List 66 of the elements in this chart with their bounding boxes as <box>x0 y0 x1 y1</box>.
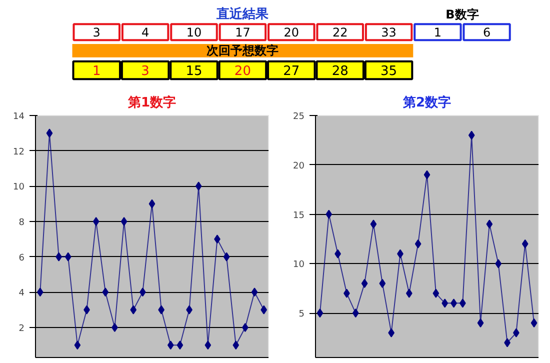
point <box>223 252 230 262</box>
point <box>64 252 72 262</box>
point <box>167 340 174 350</box>
y-tick-label: 2 <box>18 324 25 334</box>
point <box>522 239 528 248</box>
point <box>36 288 44 297</box>
text: 20 <box>234 64 251 80</box>
point <box>195 182 202 191</box>
point <box>260 305 268 314</box>
point <box>432 288 440 298</box>
point <box>361 278 368 288</box>
text: B数字 <box>446 7 479 22</box>
text: 次回予想数字 <box>206 44 279 58</box>
point <box>232 340 240 350</box>
point <box>251 288 258 297</box>
point <box>176 340 184 350</box>
point <box>370 220 377 229</box>
point <box>468 130 475 140</box>
point <box>326 210 332 219</box>
y-tick-label: 20 <box>293 161 305 172</box>
text: 4 <box>141 26 150 40</box>
chart-title: 第2数字 <box>402 94 452 110</box>
point <box>92 216 100 226</box>
text: 15 <box>186 64 202 80</box>
text: 35 <box>380 64 398 80</box>
y-tick-label: 10 <box>293 260 305 270</box>
text: 33 <box>381 26 396 40</box>
point <box>102 288 109 297</box>
point <box>316 308 324 318</box>
y-tick-label: 10 <box>13 182 25 193</box>
text: 27 <box>283 64 300 80</box>
point <box>414 239 422 248</box>
y-tick-label: 12 <box>13 147 24 158</box>
y-tick-label: 4 <box>18 288 25 299</box>
point <box>477 318 484 328</box>
y-tick-label: 15 <box>293 210 304 221</box>
point <box>486 220 493 229</box>
point <box>424 170 430 180</box>
text: 直近結果 <box>216 6 270 22</box>
text: 1 <box>434 26 442 40</box>
y-tick-label: 14 <box>13 112 25 122</box>
y-tick-label: 8 <box>18 218 25 228</box>
y-tick-label: 6 <box>18 253 25 264</box>
point <box>379 278 386 288</box>
point <box>46 128 53 138</box>
y-tick-label: 25 <box>293 112 304 122</box>
point <box>130 305 137 314</box>
text: 28 <box>332 64 348 80</box>
point <box>352 308 359 318</box>
point <box>74 340 81 350</box>
y-tick-label: 5 <box>298 310 305 320</box>
point <box>495 259 502 268</box>
text: 3 <box>92 26 100 40</box>
chart-title: 第1数字 <box>126 94 176 110</box>
point <box>120 216 128 226</box>
point <box>204 340 212 350</box>
text: 6 <box>482 26 491 40</box>
point <box>148 199 156 208</box>
text: 1 <box>92 64 101 80</box>
text: 22 <box>332 26 348 40</box>
point <box>442 298 448 308</box>
text: 17 <box>235 26 250 40</box>
text: 3 <box>141 64 150 80</box>
text: 10 <box>186 26 202 40</box>
point <box>406 288 412 298</box>
point <box>530 318 538 328</box>
